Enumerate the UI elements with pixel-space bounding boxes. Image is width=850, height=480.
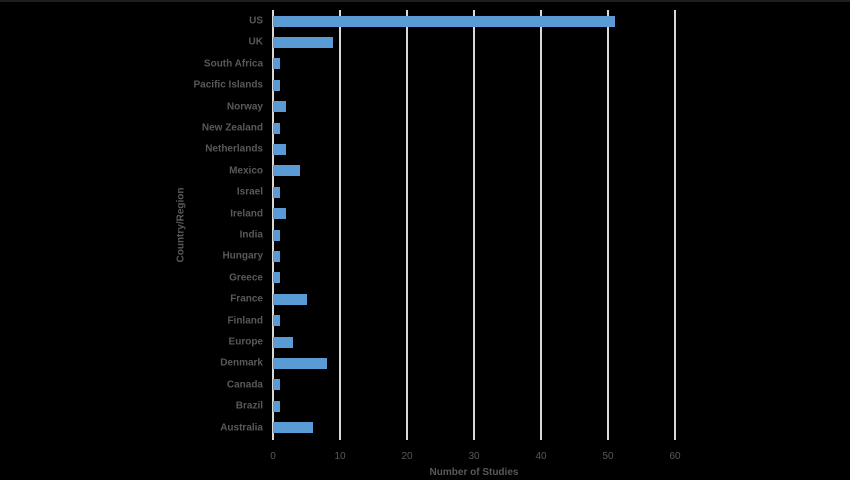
y-category-label: Netherlands	[205, 143, 263, 155]
x-tick-label: 0	[270, 451, 276, 462]
x-tick-label: 40	[535, 451, 547, 462]
y-category-label: UK	[248, 36, 263, 48]
bar	[273, 422, 314, 434]
x-tick-label: 30	[468, 451, 480, 462]
y-category-label: Australia	[220, 422, 263, 434]
gridline	[473, 10, 475, 440]
x-axis-title: Number of Studies	[429, 467, 519, 478]
gridline	[607, 10, 609, 440]
y-category-label: Ireland	[230, 208, 263, 220]
bar	[273, 400, 280, 412]
y-category-label: Brazil	[235, 400, 263, 412]
y-category-label: Pacific Islands	[193, 79, 263, 91]
y-category-label: Mexico	[229, 165, 263, 177]
bar	[273, 250, 280, 262]
gridline	[272, 10, 274, 440]
window-top-border	[0, 0, 850, 2]
bar	[273, 143, 287, 155]
x-tick-label: 60	[669, 451, 681, 462]
y-axis-title: Country/Region	[175, 187, 187, 263]
y-category-label: Canada	[226, 379, 263, 391]
bar	[273, 229, 280, 241]
y-category-label: Israel	[236, 186, 263, 198]
y-category-label: New Zealand	[201, 122, 263, 134]
y-category-label: Greece	[229, 272, 263, 284]
y-category-label: France	[230, 293, 263, 305]
gridline	[674, 10, 676, 440]
gridline	[406, 10, 408, 440]
bar	[273, 36, 334, 48]
y-category-label: Hungary	[222, 250, 263, 262]
bar	[273, 58, 280, 70]
gridline	[339, 10, 341, 440]
x-tick-label: 50	[602, 451, 614, 462]
y-category-label: South Africa	[203, 58, 263, 70]
bar	[273, 336, 294, 348]
x-tick-label: 20	[401, 451, 413, 462]
bar	[273, 315, 280, 327]
bar	[273, 101, 287, 113]
x-tick-label: 10	[334, 451, 346, 462]
y-category-label: Finland	[227, 315, 263, 327]
bar	[273, 79, 280, 91]
bar	[273, 293, 307, 305]
plot-area	[272, 10, 693, 440]
bar	[273, 122, 280, 134]
bar	[273, 272, 280, 284]
y-category-label: US	[249, 15, 263, 27]
y-category-label: Norway	[226, 101, 263, 113]
gridline	[540, 10, 542, 440]
bar	[273, 15, 615, 27]
y-category-label: Europe	[228, 336, 263, 348]
bar	[273, 165, 300, 177]
bar	[273, 357, 327, 369]
y-category-label: India	[239, 229, 263, 241]
y-category-label: Denmark	[220, 357, 263, 369]
bar	[273, 186, 280, 198]
bar	[273, 379, 280, 391]
bar	[273, 208, 287, 220]
